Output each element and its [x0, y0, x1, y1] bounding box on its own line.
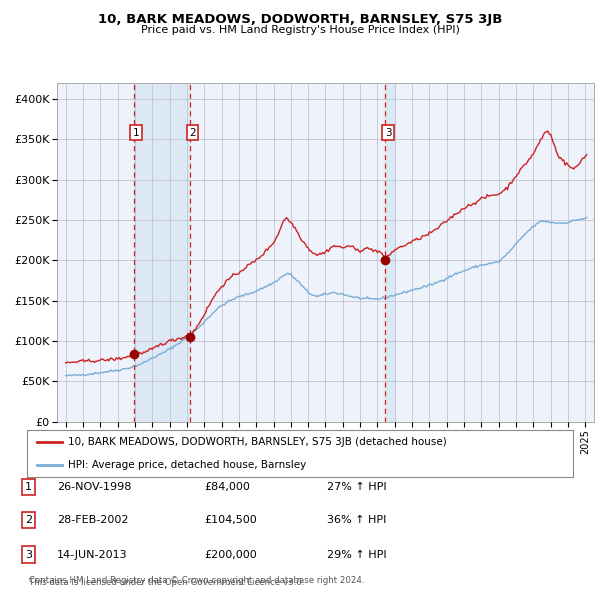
Text: £104,500: £104,500	[204, 516, 257, 525]
Text: This data is licensed under the Open Government Licence v3.0.: This data is licensed under the Open Gov…	[29, 578, 304, 587]
Text: HPI: Average price, detached house, Barnsley: HPI: Average price, detached house, Barn…	[68, 460, 306, 470]
Text: Price paid vs. HM Land Registry's House Price Index (HPI): Price paid vs. HM Land Registry's House …	[140, 25, 460, 35]
Text: 3: 3	[385, 127, 391, 137]
Text: £200,000: £200,000	[204, 550, 257, 559]
Text: 29% ↑ HPI: 29% ↑ HPI	[327, 550, 386, 559]
Text: 10, BARK MEADOWS, DODWORTH, BARNSLEY, S75 3JB (detached house): 10, BARK MEADOWS, DODWORTH, BARNSLEY, S7…	[68, 437, 446, 447]
Text: 2: 2	[189, 127, 196, 137]
Text: 26-NOV-1998: 26-NOV-1998	[57, 482, 131, 491]
Text: 1: 1	[133, 127, 139, 137]
Text: 36% ↑ HPI: 36% ↑ HPI	[327, 516, 386, 525]
Text: 1: 1	[25, 482, 32, 491]
Text: 3: 3	[25, 550, 32, 559]
Text: Contains HM Land Registry data © Crown copyright and database right 2024.: Contains HM Land Registry data © Crown c…	[29, 576, 364, 585]
Text: 2: 2	[25, 516, 32, 525]
Bar	[134, 83, 190, 422]
Text: 28-FEB-2002: 28-FEB-2002	[57, 516, 128, 525]
Bar	[385, 83, 395, 422]
Text: 10, BARK MEADOWS, DODWORTH, BARNSLEY, S75 3JB: 10, BARK MEADOWS, DODWORTH, BARNSLEY, S7…	[98, 13, 502, 26]
Text: 27% ↑ HPI: 27% ↑ HPI	[327, 482, 386, 491]
Text: £84,000: £84,000	[204, 482, 250, 491]
Text: 14-JUN-2013: 14-JUN-2013	[57, 550, 128, 559]
